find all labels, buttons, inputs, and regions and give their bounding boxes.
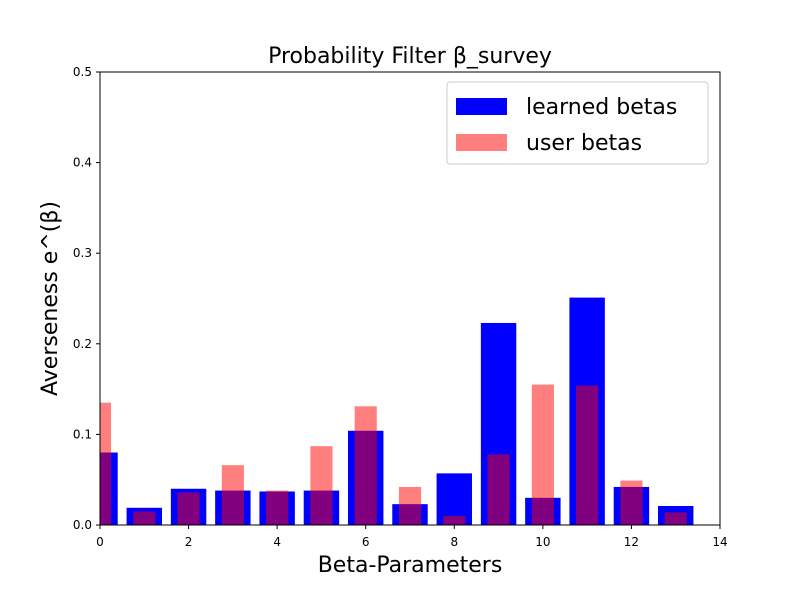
bar-user-betas-13 bbox=[664, 512, 687, 525]
legend-swatch-user-betas bbox=[456, 134, 507, 151]
y-tick-label: 0.2 bbox=[73, 337, 92, 351]
y-tick-label: 0.1 bbox=[73, 427, 92, 441]
bar-user-betas-11 bbox=[576, 385, 599, 525]
y-tick-label: 0.4 bbox=[73, 156, 92, 170]
bar-user-betas-9 bbox=[487, 454, 510, 525]
bar-user-betas-6 bbox=[354, 406, 377, 525]
legend-swatch-learned-betas bbox=[456, 98, 507, 115]
bar-user-betas-1 bbox=[133, 511, 156, 525]
y-tick-label: 0.5 bbox=[73, 65, 92, 79]
bar-user-betas-10 bbox=[531, 384, 554, 525]
x-tick-label: 10 bbox=[535, 535, 550, 549]
legend-box bbox=[446, 81, 709, 165]
y-axis-label: Averseness e^(β) bbox=[38, 201, 63, 396]
bar-user-betas-3 bbox=[221, 465, 244, 525]
bar-user-betas-0 bbox=[100, 402, 112, 525]
bar-user-betas-8 bbox=[443, 515, 466, 525]
x-tick-label: 8 bbox=[450, 535, 458, 549]
x-tick-label: 2 bbox=[185, 535, 193, 549]
ticks-layer: 0 2 4 6 8 10 12 14 0.0 0.1 0.2 0.3 0.4 0.5 bbox=[73, 65, 728, 549]
x-tick-label: 6 bbox=[362, 535, 370, 549]
chart-title: Probability Filter β_survey bbox=[268, 44, 552, 69]
x-tick-label: 4 bbox=[273, 535, 281, 549]
bar-user-betas-5 bbox=[310, 446, 333, 525]
y-tick-label: 0.3 bbox=[73, 246, 92, 260]
x-tick-label: 14 bbox=[712, 535, 727, 549]
bar-user-betas-12 bbox=[620, 480, 643, 525]
legend-label-user-betas: user betas bbox=[526, 131, 642, 156]
legend-label-learned-betas: learned betas bbox=[526, 95, 677, 120]
y-tick-label: 0.0 bbox=[73, 518, 92, 532]
bar-user-betas-4 bbox=[266, 490, 289, 525]
x-axis-label: Beta-Parameters bbox=[318, 553, 503, 578]
x-tick-label: 12 bbox=[624, 535, 639, 549]
bars-layer bbox=[100, 297, 694, 525]
plot-frame bbox=[99, 71, 721, 526]
bar-user-betas-2 bbox=[177, 492, 200, 525]
bar-user-betas-7 bbox=[398, 486, 422, 525]
x-tick-label: 0 bbox=[96, 535, 104, 549]
legend: learned betas user betas bbox=[446, 81, 709, 165]
